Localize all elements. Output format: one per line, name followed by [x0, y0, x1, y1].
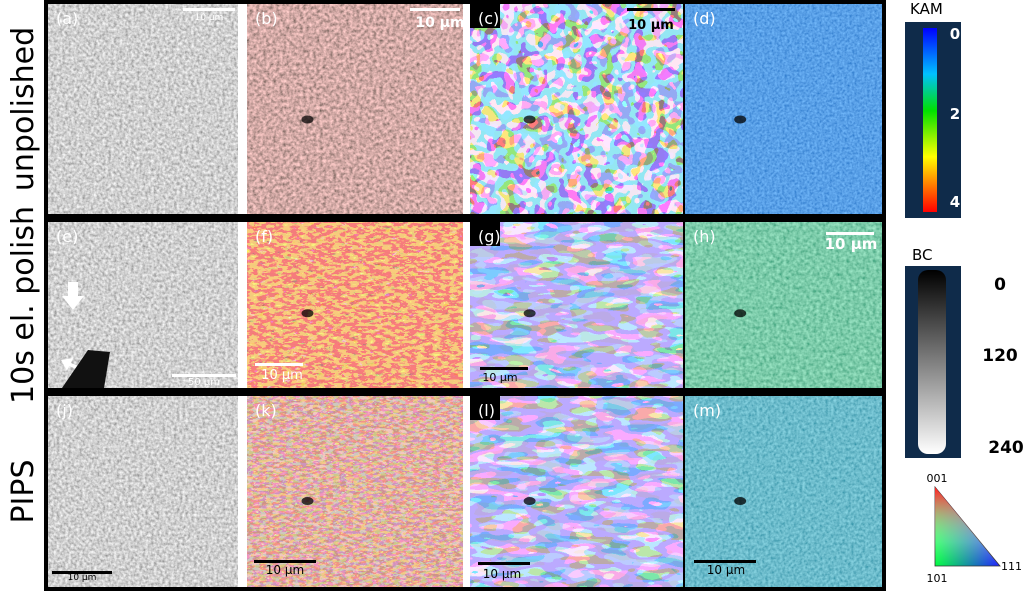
panel: (l) 10 µm — [470, 396, 683, 587]
panel-label: (j) — [56, 401, 73, 420]
micrograph — [247, 396, 463, 587]
legend-title: KAM — [910, 0, 943, 18]
panel-label: (m) — [693, 401, 721, 420]
legend-tick-label: 2 — [950, 105, 960, 123]
column-gap — [463, 396, 470, 587]
micrograph — [247, 222, 463, 388]
scale-bar — [255, 363, 303, 366]
micrograph — [247, 4, 463, 214]
micrograph — [470, 396, 683, 587]
panel: (c) 10 µm — [470, 4, 683, 214]
panel-label: (k) — [255, 401, 277, 420]
scale-bar — [410, 8, 460, 11]
scale-bar — [480, 367, 528, 370]
pore — [734, 497, 747, 506]
panel: (f) 10 µm — [247, 222, 463, 388]
panel: (g) 10 µm — [470, 222, 683, 388]
panel: (a) 10 µm — [48, 4, 238, 214]
scale-bar — [478, 562, 530, 565]
scale-bar — [826, 232, 874, 235]
panel-label: (c) — [478, 9, 499, 28]
row-label: unpolished — [6, 27, 41, 191]
micrograph — [685, 4, 882, 214]
ipf-label: 001 — [927, 472, 948, 485]
scale-bar-label: 50 µm — [188, 377, 220, 388]
scale-bar-label: 10 µm — [195, 13, 224, 23]
legend-tick-label: 240 — [988, 438, 1024, 458]
panel: (b) 10 µm — [247, 4, 465, 214]
scale-bar-label: 10 µm — [825, 235, 878, 253]
pore — [523, 309, 536, 318]
row-label: PIPS — [6, 459, 41, 523]
scale-bar — [52, 571, 112, 574]
pore — [523, 115, 536, 124]
pore — [734, 309, 747, 318]
scale-bar-label: 10 µm — [266, 563, 304, 577]
column-gap — [238, 396, 247, 587]
micrograph — [470, 222, 683, 388]
column-gap — [238, 222, 247, 388]
legend-tick-label: 4 — [950, 193, 960, 211]
pore — [734, 115, 747, 124]
scale-bar — [254, 560, 316, 563]
column-gap — [463, 222, 470, 388]
label-background — [470, 396, 500, 420]
arrow — [62, 282, 84, 310]
panel-label: (f) — [255, 227, 273, 246]
column-gap — [238, 4, 247, 214]
gray-scale — [918, 270, 946, 454]
micrograph — [685, 222, 882, 388]
panel-label: (l) — [478, 401, 495, 420]
panel: (d) — [685, 4, 882, 214]
panel: (h) 10 µm — [685, 222, 882, 388]
scale-bar — [694, 560, 756, 563]
scale-bar-label: 10 µm — [68, 573, 97, 583]
legend-tick-label: 0 — [950, 25, 960, 43]
scale-bar — [627, 8, 675, 11]
legend-tick-label: 120 — [982, 346, 1018, 366]
panel: (e) 50 µm — [48, 222, 238, 388]
panel-label: (e) — [56, 227, 78, 246]
pore — [301, 115, 314, 124]
ipf-triangle-shade — [935, 487, 1000, 566]
color-scale — [923, 28, 937, 212]
panel: (m) 10 µm — [685, 396, 882, 587]
pore — [301, 309, 314, 318]
label-background — [470, 4, 500, 28]
label-background — [470, 222, 500, 246]
scale-bar-label: 10 µm — [628, 18, 674, 33]
scale-bar-label: 10 µm — [707, 563, 745, 577]
sample-edge — [62, 350, 110, 388]
micrograph — [48, 396, 238, 587]
pore — [523, 497, 536, 506]
ipf-label: 101 — [927, 572, 948, 585]
scale-bar-label: 10 µm — [415, 15, 464, 31]
panel-label: (b) — [255, 9, 278, 28]
micrograph — [48, 4, 238, 214]
column-gap — [463, 4, 470, 214]
panel-label: (h) — [693, 227, 716, 246]
legend-title: BC — [912, 246, 933, 264]
panel-label: (a) — [56, 9, 78, 28]
panel-label: (g) — [478, 227, 501, 246]
scale-bar — [172, 374, 236, 377]
row-label: 10s el. polish — [6, 206, 41, 404]
micrograph — [685, 396, 882, 587]
panel: (k) 10 µm — [247, 396, 463, 587]
scale-bar — [183, 8, 235, 11]
panel: (j) 10 µm — [48, 396, 238, 587]
scale-bar-label: 10 µm — [482, 371, 517, 384]
micrograph — [48, 222, 238, 388]
ipf-label: 111 — [1001, 560, 1022, 573]
scale-bar-label: 10 µm — [261, 368, 303, 383]
pore — [301, 497, 314, 506]
panel-label: (d) — [693, 9, 716, 28]
scale-bar-label: 10 µm — [483, 567, 521, 581]
legend-tick-label: 0 — [994, 275, 1006, 295]
micrograph — [470, 4, 683, 214]
